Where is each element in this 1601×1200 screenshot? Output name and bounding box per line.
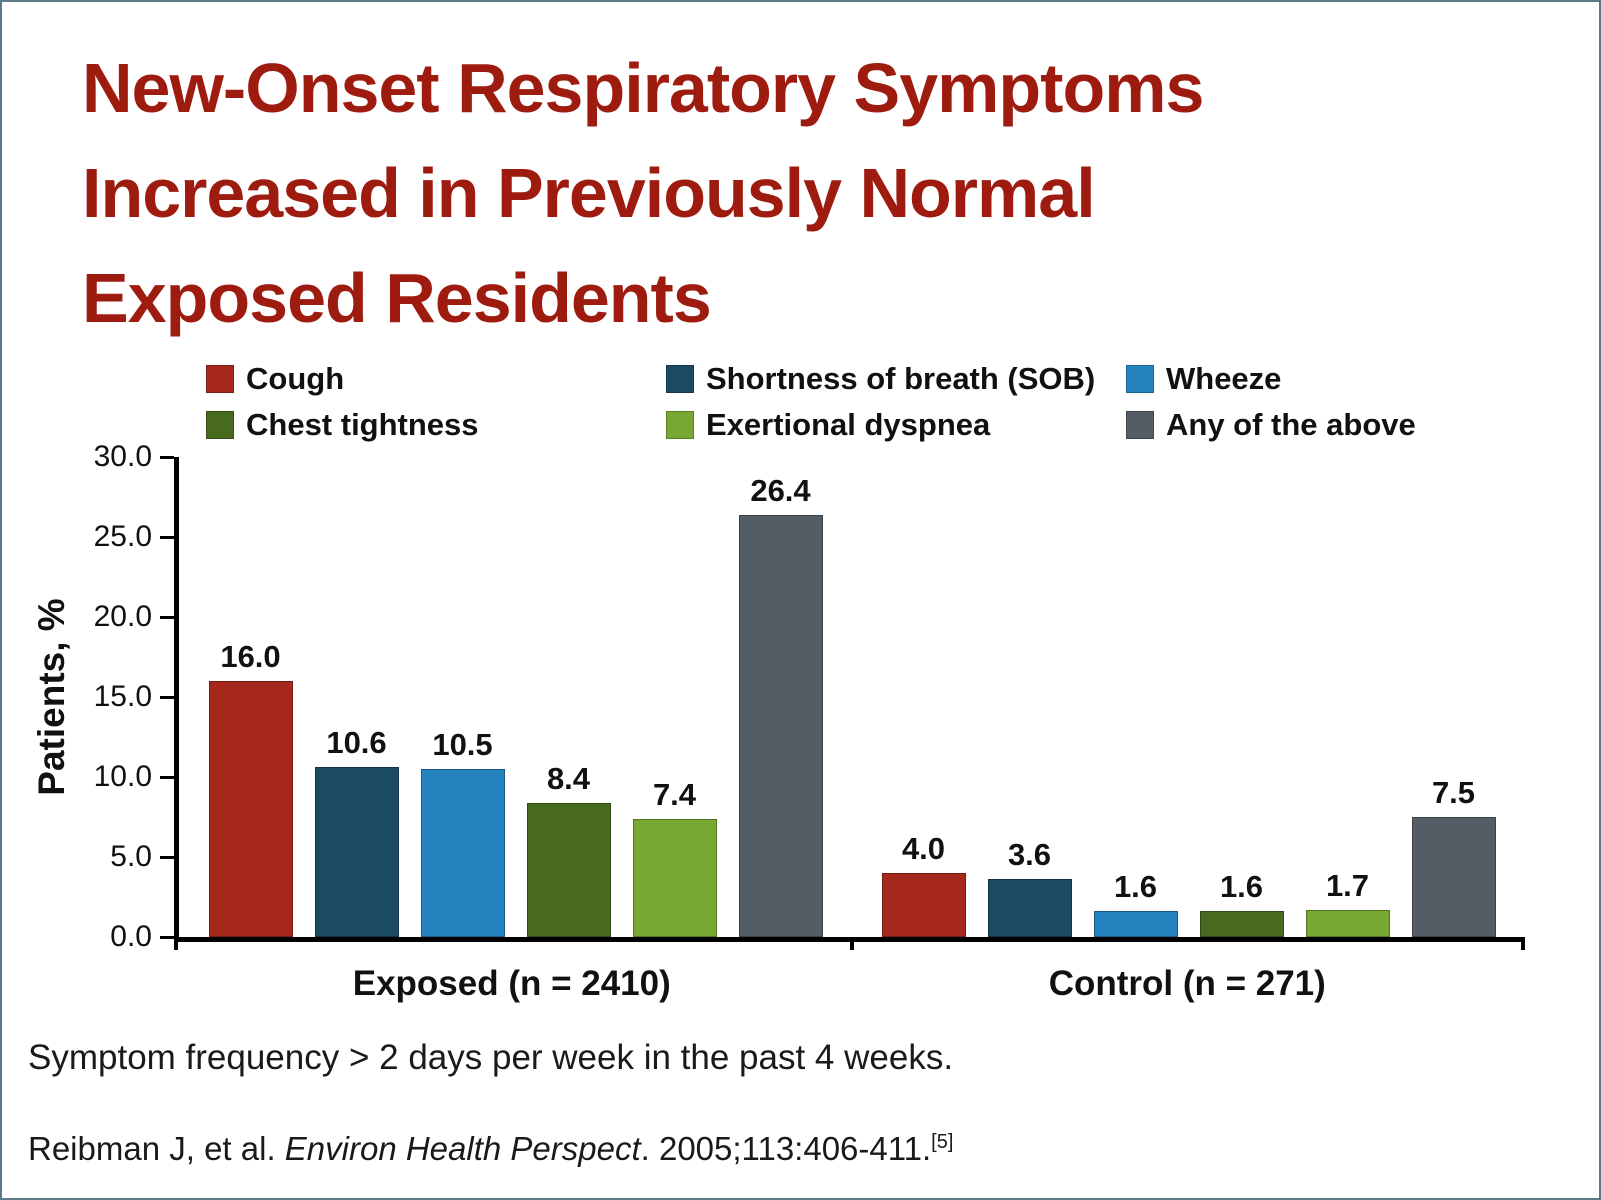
bar-cell: 1.7	[1305, 457, 1390, 937]
bar-group: 16.0 10.6 10.5 8.4 7.4 26.4	[179, 457, 852, 937]
bar-cell: 7.5	[1411, 457, 1496, 937]
legend: Cough Shortness of breath (SOB) Wheeze Ches…	[206, 361, 1559, 443]
legend-swatch	[666, 365, 694, 393]
bar-cell: 16.0	[208, 457, 293, 937]
bar-value-label: 7.5	[1431, 775, 1476, 810]
bar-value-label: 1.6	[1219, 869, 1264, 905]
legend-item: Exertional dyspnea	[666, 407, 1126, 443]
y-tick: 5.0	[110, 840, 174, 874]
bar	[526, 802, 611, 937]
legend-label: Shortness of breath (SOB)	[706, 361, 1096, 396]
bar	[881, 873, 966, 937]
legend-item: Cough	[206, 361, 666, 397]
bar-cell: 1.6	[1199, 457, 1284, 937]
bar	[738, 514, 823, 937]
citation: Reibman J, et al. Environ Health Perspec…	[28, 1130, 1559, 1168]
bar-value-label: 1.6	[1113, 869, 1158, 905]
bar-value-label: 7.4	[652, 776, 697, 812]
bar-value-label: 26.4	[750, 472, 811, 508]
y-tick-mark	[160, 855, 174, 859]
y-tick-label: 15.0	[93, 680, 152, 713]
y-axis-title-wrap: Patients, %	[26, 457, 78, 937]
legend-swatch	[206, 411, 234, 439]
y-tick-mark	[160, 455, 174, 459]
legend-label: Cough	[246, 361, 345, 396]
legend-swatch	[1126, 365, 1154, 393]
x-tick-mark	[174, 937, 178, 950]
legend-swatch	[206, 365, 234, 393]
x-tick-mark	[1521, 937, 1525, 950]
citation-journal: Environ Health Perspect	[284, 1130, 641, 1167]
bar-group: 4.0 3.6 1.6 1.6 1.7 7.5	[852, 457, 1525, 937]
y-axis: 0.0 5.0 10.0 15.0 20.0 25.0 30.0	[78, 440, 174, 953]
legend-label: Exertional dyspnea	[706, 407, 991, 442]
bar-chart: Patients, % 0.0 5.0 10.0 15.0 20.0 25.0 30.0 1…	[26, 440, 1559, 1004]
x-axis-labels: Exposed (n = 2410) Control (n = 271)	[174, 964, 1525, 1004]
bar-cell: 8.4	[526, 457, 611, 937]
legend-swatch	[1126, 411, 1154, 439]
legend-item: Any of the above	[1126, 407, 1559, 443]
bar-cell: 7.4	[632, 457, 717, 937]
footnote: Symptom frequency > 2 days per week in t…	[28, 1038, 954, 1077]
bar	[632, 818, 717, 937]
bar-cell: 10.5	[420, 457, 505, 937]
bar-cell: 26.4	[738, 457, 823, 937]
legend-item: Wheeze	[1126, 361, 1559, 397]
plot-column: 16.0 10.6 10.5 8.4 7.4 26.4 4.0 3.6 1.6 1.6 1.7 7.5…	[174, 457, 1525, 1004]
chart-title: New-Onset Respiratory Symptoms Increased…	[82, 49, 1204, 337]
bar	[1411, 817, 1496, 937]
bar	[1305, 909, 1390, 937]
y-tick-label: 30.0	[93, 440, 152, 473]
bar	[208, 681, 293, 937]
y-tick: 15.0	[94, 680, 174, 714]
x-category-label: Exposed (n = 2410)	[352, 964, 671, 1003]
legend-label: Wheeze	[1166, 361, 1282, 396]
legend-item: Chest tightness	[206, 407, 666, 443]
legend-label: Chest tightness	[246, 407, 479, 442]
y-tick-mark	[160, 615, 174, 619]
y-tick-mark	[160, 775, 174, 779]
bar	[987, 879, 1072, 937]
citation-authors: Reibman J, et al.	[28, 1130, 285, 1167]
x-category-label: Control (n = 271)	[1048, 964, 1326, 1003]
citation-reference-number: [5]	[931, 1131, 954, 1153]
legend-swatch	[666, 411, 694, 439]
bar-value-label: 3.6	[1007, 837, 1052, 873]
y-tick: 10.0	[94, 760, 174, 794]
y-tick: 0.0	[110, 920, 174, 954]
y-tick: 20.0	[94, 600, 174, 634]
legend-item: Shortness of breath (SOB)	[666, 361, 1126, 397]
bar	[314, 767, 399, 937]
bar-cell: 10.6	[314, 457, 399, 937]
bar-value-label: 16.0	[220, 639, 281, 674]
legend-label: Any of the above	[1166, 407, 1416, 442]
y-tick-label: 20.0	[93, 600, 152, 634]
citation-details: . 2005;113:406-411.	[640, 1130, 932, 1167]
bar-value-label: 1.7	[1325, 867, 1370, 903]
bar-cell: 3.6	[987, 457, 1072, 937]
y-tick-label: 0.0	[110, 920, 152, 953]
x-tick-mark	[850, 937, 854, 950]
y-tick-label: 10.0	[93, 760, 152, 794]
plot-area: 16.0 10.6 10.5 8.4 7.4 26.4 4.0 3.6 1.6 1.6 1.7 7.5	[174, 457, 1525, 950]
y-tick-mark	[160, 935, 174, 939]
bar-value-label: 8.4	[546, 760, 591, 796]
bar-cell: 1.6	[1093, 457, 1178, 937]
y-tick: 25.0	[94, 520, 174, 554]
y-tick: 30.0	[94, 440, 174, 474]
y-tick-mark	[160, 695, 174, 699]
y-tick-mark	[160, 535, 174, 539]
bar	[1093, 911, 1178, 937]
y-axis-title: Patients, %	[31, 598, 72, 796]
y-tick-label: 5.0	[110, 840, 152, 874]
bar-value-label: 10.6	[326, 725, 387, 761]
bar	[1199, 911, 1284, 937]
bar-value-label: 4.0	[901, 831, 946, 866]
bar-cell: 4.0	[881, 457, 966, 937]
bar-value-label: 10.5	[432, 727, 493, 762]
y-tick-label: 25.0	[93, 520, 152, 553]
bar	[420, 769, 505, 937]
